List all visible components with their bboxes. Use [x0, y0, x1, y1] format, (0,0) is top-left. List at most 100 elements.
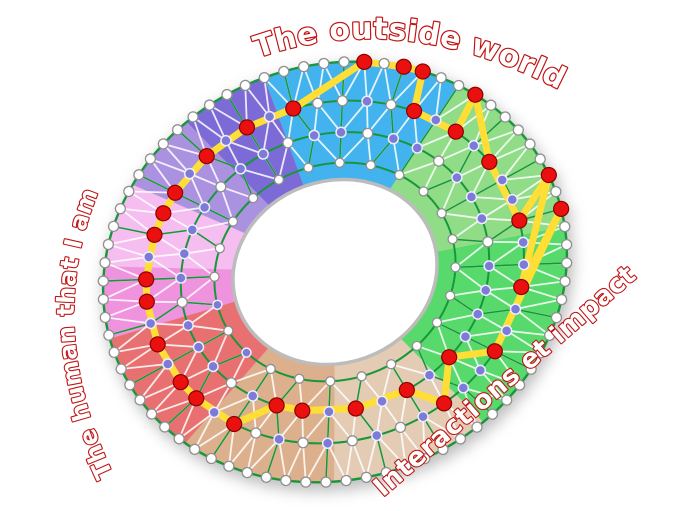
node-blue[interactable] [321, 437, 334, 450]
node-white[interactable] [132, 168, 145, 181]
node-white[interactable] [513, 379, 526, 392]
node-white[interactable] [558, 220, 571, 233]
node-white[interactable] [471, 421, 484, 434]
node-blue[interactable] [208, 406, 221, 419]
node-red[interactable] [512, 277, 531, 296]
node-white[interactable] [99, 256, 112, 269]
node-white[interactable] [431, 317, 443, 329]
node-red[interactable] [171, 372, 190, 391]
node-white[interactable] [549, 185, 562, 198]
node-white[interactable] [222, 460, 235, 473]
node-blue[interactable] [246, 390, 259, 403]
node-white[interactable] [500, 394, 513, 407]
node-blue[interactable] [467, 139, 480, 152]
node-white[interactable] [97, 275, 110, 288]
node-white[interactable] [336, 94, 349, 107]
node-white[interactable] [432, 155, 445, 168]
node-white[interactable] [560, 257, 573, 270]
node-red[interactable] [267, 396, 286, 415]
node-white[interactable] [99, 311, 112, 324]
node-white[interactable] [525, 363, 538, 376]
node-blue[interactable] [517, 236, 530, 249]
node-white[interactable] [171, 123, 184, 136]
node-white[interactable] [223, 325, 235, 337]
node-blue[interactable] [483, 260, 496, 273]
node-red[interactable] [346, 399, 365, 418]
node-white[interactable] [299, 476, 312, 489]
node-white[interactable] [303, 162, 315, 174]
node-red[interactable] [510, 211, 529, 230]
node-white[interactable] [227, 216, 239, 228]
node-white[interactable] [122, 185, 135, 198]
node-white[interactable] [134, 394, 147, 407]
node-white[interactable] [559, 275, 572, 288]
node-white[interactable] [265, 363, 277, 375]
node-red[interactable] [225, 414, 244, 433]
node-blue[interactable] [241, 347, 253, 359]
node-white[interactable] [176, 296, 189, 309]
node-white[interactable] [225, 376, 238, 389]
node-white[interactable] [258, 71, 271, 84]
node-blue[interactable] [459, 330, 472, 343]
node-white[interactable] [535, 346, 548, 359]
node-white[interactable] [454, 432, 467, 445]
node-white[interactable] [145, 408, 158, 421]
node-white[interactable] [260, 471, 273, 484]
node-blue[interactable] [376, 395, 389, 408]
node-blue[interactable] [417, 410, 430, 423]
node-blue[interactable] [207, 360, 220, 373]
node-white[interactable] [205, 452, 218, 465]
node-white[interactable] [102, 329, 115, 342]
node-blue[interactable] [500, 324, 513, 337]
node-white[interactable] [361, 127, 374, 140]
node-white[interactable] [399, 460, 412, 473]
node-white[interactable] [450, 262, 462, 274]
node-white[interactable] [334, 157, 346, 169]
node-white[interactable] [114, 202, 127, 215]
node-blue[interactable] [257, 148, 270, 161]
node-white[interactable] [484, 99, 497, 112]
node-red[interactable] [237, 118, 256, 137]
node-red[interactable] [197, 147, 216, 166]
node-blue[interactable] [335, 126, 348, 139]
sector-red[interactable] [109, 288, 290, 455]
node-white[interactable] [247, 192, 259, 204]
node-white[interactable] [279, 474, 292, 487]
node-white[interactable] [317, 57, 330, 70]
node-white[interactable] [340, 474, 353, 487]
node-blue[interactable] [175, 272, 188, 285]
node-blue[interactable] [471, 308, 484, 321]
node-blue[interactable] [161, 358, 174, 371]
node-white[interactable] [418, 186, 430, 198]
node-white[interactable] [346, 434, 359, 447]
node-blue[interactable] [178, 247, 191, 260]
node-blue[interactable] [192, 341, 205, 354]
node-white[interactable] [297, 60, 310, 73]
node-white[interactable] [221, 88, 234, 101]
node-blue[interactable] [183, 167, 196, 180]
node-white[interactable] [411, 340, 423, 352]
node-blue[interactable] [219, 134, 232, 147]
node-blue[interactable] [506, 193, 519, 206]
node-white[interactable] [365, 159, 377, 171]
node-blue[interactable] [509, 303, 522, 316]
node-white[interactable] [173, 432, 186, 445]
node-red[interactable] [485, 342, 504, 361]
node-blue[interactable] [182, 319, 195, 332]
node-white[interactable] [250, 427, 263, 440]
node-white[interactable] [356, 371, 368, 383]
node-white[interactable] [97, 293, 110, 306]
node-red[interactable] [154, 204, 173, 223]
node-red[interactable] [446, 122, 465, 141]
node-blue[interactable] [234, 162, 247, 175]
node-blue[interactable] [361, 95, 374, 108]
node-white[interactable] [297, 436, 310, 449]
node-white[interactable] [123, 378, 136, 391]
node-white[interactable] [115, 363, 128, 376]
node-white[interactable] [144, 153, 157, 166]
node-red[interactable] [166, 183, 185, 202]
node-red[interactable] [434, 394, 453, 413]
node-red[interactable] [397, 380, 416, 399]
node-white[interactable] [360, 471, 373, 484]
node-white[interactable] [102, 238, 115, 251]
